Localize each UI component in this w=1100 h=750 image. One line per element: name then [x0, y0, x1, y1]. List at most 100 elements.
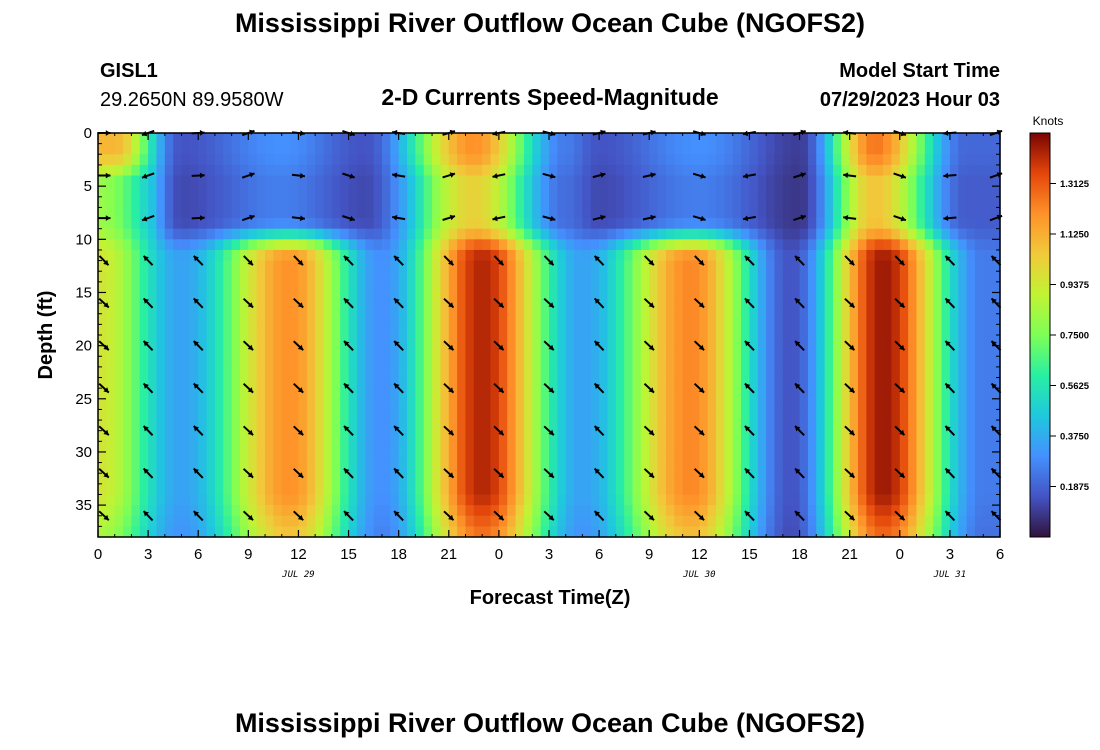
- heatmap-cell: [106, 292, 116, 304]
- heatmap-cell: [239, 505, 249, 517]
- heatmap-cell: [256, 451, 266, 464]
- heatmap-cell: [732, 356, 742, 368]
- heatmap-cell: [298, 228, 308, 240]
- heatmap-cell: [181, 207, 191, 219]
- heatmap-cell: [482, 218, 492, 230]
- heatmap-cell: [465, 494, 475, 506]
- heatmap-cell: [206, 366, 216, 379]
- heatmap-cell: [156, 377, 166, 389]
- heatmap-cell: [448, 494, 458, 506]
- vector-head: [945, 383, 951, 389]
- heatmap-cell: [273, 356, 283, 368]
- heatmap-cell: [766, 175, 776, 187]
- heatmap-cell: [599, 430, 609, 442]
- heatmap-cell: [498, 430, 508, 442]
- heatmap-cell: [432, 335, 442, 347]
- heatmap-cell: [540, 218, 550, 230]
- heatmap-cell: [473, 483, 483, 496]
- heatmap-cell: [365, 313, 375, 325]
- heatmap-cell: [974, 303, 984, 315]
- date-label: JUL 30: [682, 570, 716, 580]
- heatmap-cell: [908, 260, 918, 272]
- vector-head: [143, 468, 149, 474]
- vector-head: [849, 514, 855, 521]
- heatmap-cell: [949, 345, 959, 357]
- heatmap-cell: [824, 515, 834, 527]
- heatmap-cell: [407, 473, 416, 485]
- heatmap-cell: [899, 271, 909, 283]
- heatmap-cell: [173, 526, 183, 538]
- vector-head: [448, 472, 454, 478]
- heatmap-cell: [214, 345, 224, 357]
- heatmap-cell: [891, 409, 901, 421]
- current-vector: [192, 297, 204, 309]
- heatmap-cell: [557, 398, 567, 411]
- heatmap-cell: [799, 207, 809, 219]
- vector-head: [498, 472, 504, 478]
- heatmap-cell: [665, 462, 675, 474]
- heatmap-cell: [123, 207, 133, 219]
- heatmap-cell: [590, 154, 600, 166]
- heatmap-cell: [841, 462, 851, 474]
- heatmap-cell: [415, 515, 425, 527]
- heatmap-cell: [607, 409, 617, 421]
- heatmap-cell: [248, 303, 258, 315]
- heatmap-cell: [331, 462, 341, 474]
- heatmap-cell: [206, 398, 216, 411]
- heatmap-cell: [189, 526, 199, 538]
- heatmap-cell: [749, 303, 759, 315]
- heatmap-cell: [523, 366, 533, 379]
- heatmap-cell: [549, 366, 558, 379]
- heatmap-cell: [841, 164, 851, 177]
- heatmap-cell: [356, 186, 366, 198]
- heatmap-cell: [841, 133, 851, 145]
- heatmap-cell: [131, 335, 141, 347]
- heatmap-cell: [707, 483, 717, 496]
- heatmap-cell: [858, 164, 867, 177]
- vector-head: [193, 341, 199, 347]
- heatmap-cell: [381, 356, 391, 368]
- heatmap-cell: [657, 186, 667, 198]
- heatmap-cell: [523, 143, 533, 155]
- heatmap-cell: [398, 356, 408, 368]
- heatmap-cell: [331, 505, 341, 517]
- heatmap-cell: [590, 366, 600, 379]
- heatmap-cell: [632, 451, 642, 464]
- heatmap-cell: [498, 451, 508, 464]
- heatmap-cell: [189, 133, 199, 145]
- heatmap-cell: [356, 515, 366, 527]
- heatmap-cell: [98, 281, 107, 294]
- heatmap-cell: [766, 292, 776, 304]
- heatmap-cell: [707, 143, 717, 155]
- heatmap-cell: [640, 345, 650, 357]
- heatmap-cell: [106, 494, 116, 506]
- heatmap-cell: [933, 175, 943, 187]
- heatmap-cell: [440, 218, 450, 230]
- heatmap-cell: [574, 218, 584, 230]
- heatmap-cell: [958, 483, 968, 496]
- heatmap-cell: [866, 505, 876, 517]
- heatmap-cell: [340, 143, 350, 155]
- heatmap-cell: [690, 164, 700, 177]
- heatmap-cell: [958, 281, 968, 294]
- heatmap-cell: [782, 430, 792, 442]
- heatmap-cell: [448, 175, 458, 187]
- heatmap-cell: [949, 335, 959, 347]
- heatmap-cell: [766, 526, 776, 538]
- heatmap-cell: [674, 186, 684, 198]
- heatmap-cell: [640, 207, 650, 219]
- heatmap-cell: [741, 207, 751, 219]
- heatmap-cell: [899, 260, 909, 272]
- heatmap-cell: [824, 260, 834, 272]
- heatmap-cell: [841, 388, 851, 400]
- heatmap-cell: [674, 505, 684, 517]
- heatmap-cell: [139, 313, 149, 325]
- heatmap-cell: [432, 154, 442, 166]
- heatmap-cell: [206, 186, 216, 198]
- heatmap-cell: [365, 462, 375, 474]
- heatmap-cell: [223, 505, 233, 517]
- heatmap-cell: [949, 292, 959, 304]
- heatmap-cell: [440, 186, 450, 198]
- heatmap-cell: [223, 409, 233, 421]
- heatmap-cell: [874, 196, 884, 209]
